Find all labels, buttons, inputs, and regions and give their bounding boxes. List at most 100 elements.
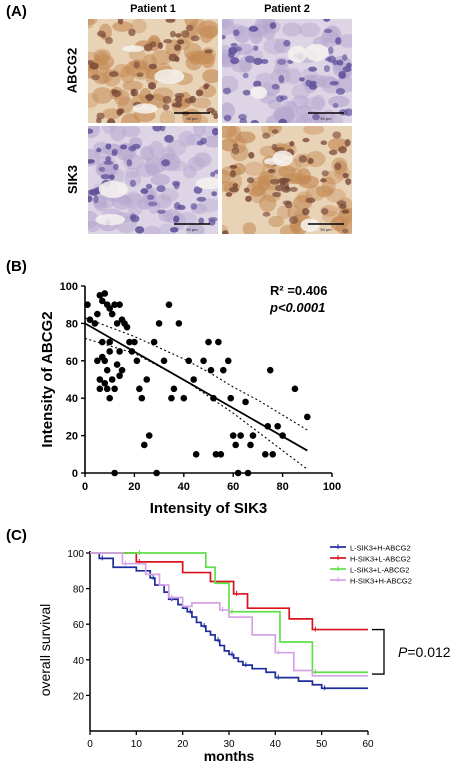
data-point bbox=[131, 338, 138, 346]
y-tick-label: 40 bbox=[73, 656, 85, 667]
data-point bbox=[180, 394, 188, 402]
micrograph-abcg2-patient-1: 50 μm bbox=[88, 19, 218, 123]
scatter-plot: 0 20 40 60 80 100 0 20 40 60 80 100 Intensity of SIK… bbox=[39, 281, 341, 517]
data-point bbox=[185, 357, 193, 365]
data-point bbox=[212, 451, 220, 458]
x-tick-label: 20 bbox=[128, 481, 140, 493]
r-squared-label: R² =0.406 bbox=[270, 283, 327, 298]
data-point bbox=[249, 432, 257, 439]
data-point bbox=[234, 469, 242, 477]
scale-bar-label: 50 μm bbox=[320, 116, 332, 121]
data-point bbox=[291, 385, 299, 393]
data-point bbox=[106, 394, 113, 402]
data-point bbox=[143, 376, 151, 383]
legend-label: L-SIK3+H-ABCG2 bbox=[350, 544, 411, 553]
data-point bbox=[86, 316, 94, 323]
scale-bar-label: 50 μm bbox=[186, 116, 198, 121]
data-point bbox=[111, 469, 118, 477]
data-point bbox=[103, 366, 111, 374]
x-axis-label: months bbox=[204, 748, 255, 761]
x-tick-label: 0 bbox=[87, 739, 93, 750]
x-tick-label: 40 bbox=[178, 481, 190, 493]
x-tick-label: 60 bbox=[227, 481, 239, 493]
x-tick-label: 10 bbox=[131, 739, 143, 750]
y-tick-label: 0 bbox=[72, 468, 78, 480]
data-point bbox=[138, 394, 146, 402]
data-point bbox=[94, 357, 101, 365]
data-point bbox=[98, 338, 106, 346]
significance-bracket bbox=[372, 628, 385, 675]
data-point bbox=[128, 348, 136, 355]
data-point bbox=[264, 422, 272, 430]
data-point bbox=[106, 348, 113, 355]
scale-bar-label: 50 μm bbox=[186, 227, 198, 232]
data-point bbox=[113, 320, 121, 327]
micrograph-sik3-patient-1: 50 μm bbox=[88, 126, 218, 234]
data-point bbox=[111, 385, 118, 393]
y-tick-label: 20 bbox=[66, 431, 78, 443]
data-point bbox=[210, 394, 217, 402]
data-point bbox=[205, 338, 212, 346]
confidence-band-lower bbox=[84, 337, 308, 470]
data-point bbox=[140, 441, 148, 449]
survival-curve bbox=[90, 552, 368, 631]
data-point bbox=[106, 305, 113, 312]
regression-line bbox=[84, 322, 308, 452]
data-point bbox=[150, 338, 158, 346]
x-tick-label: 60 bbox=[362, 739, 374, 750]
row-label-sik3: SIK3 bbox=[64, 164, 80, 194]
micrograph-sik3-patient-2: 50 μm bbox=[222, 126, 352, 234]
p-value-label: p<0.0001 bbox=[269, 300, 325, 315]
panel-a-letter: (A) bbox=[6, 3, 27, 20]
data-point bbox=[266, 366, 274, 374]
x-tick-label: 80 bbox=[276, 481, 288, 493]
data-point bbox=[94, 310, 101, 318]
data-point bbox=[133, 357, 141, 365]
micrograph-abcg2-patient-2: 50 μm bbox=[222, 19, 352, 123]
data-point bbox=[190, 376, 197, 383]
data-point bbox=[237, 432, 244, 439]
data-point bbox=[274, 422, 281, 430]
data-point bbox=[123, 323, 131, 331]
x-axis-label: Intensity of SIK3 bbox=[150, 500, 268, 517]
data-point bbox=[101, 357, 109, 365]
data-point bbox=[116, 372, 123, 380]
data-point bbox=[98, 297, 106, 305]
data-point bbox=[269, 451, 277, 458]
data-point bbox=[116, 301, 123, 308]
data-point bbox=[118, 366, 126, 374]
data-point bbox=[101, 290, 109, 297]
x-tick-label: 40 bbox=[270, 739, 282, 750]
data-point bbox=[96, 385, 104, 393]
y-tick-label: 80 bbox=[66, 318, 78, 330]
data-point bbox=[207, 366, 215, 374]
y-axis-label: Intensity of ABCG2 bbox=[39, 311, 56, 447]
scale-bar-label: 50 μm bbox=[320, 227, 332, 232]
survival-curve bbox=[90, 552, 368, 677]
data-point bbox=[103, 385, 111, 393]
survival-curve bbox=[90, 552, 368, 690]
data-point bbox=[242, 398, 249, 406]
data-point bbox=[279, 432, 286, 439]
x-tick-label: 30 bbox=[223, 739, 235, 750]
data-point bbox=[200, 357, 207, 365]
data-point bbox=[244, 469, 252, 477]
x-tick-label: 100 bbox=[323, 481, 341, 493]
survival-plot: 0 10 20 30 40 50 60 20 40 60 80 100 months overall su… bbox=[37, 544, 451, 761]
p-value-label: P=0.012 bbox=[398, 644, 451, 660]
data-point bbox=[229, 432, 237, 439]
data-point bbox=[108, 310, 116, 318]
data-point bbox=[220, 366, 227, 374]
data-point bbox=[96, 376, 104, 383]
legend-label: H-SIK3+H-ABCG2 bbox=[350, 577, 412, 586]
data-point bbox=[160, 357, 168, 365]
x-tick-label: 20 bbox=[177, 739, 189, 750]
y-tick-label: 60 bbox=[73, 620, 85, 631]
data-point bbox=[84, 301, 91, 308]
data-point bbox=[232, 441, 239, 449]
data-point bbox=[101, 379, 109, 387]
data-point bbox=[215, 338, 222, 346]
data-point bbox=[168, 394, 175, 402]
y-tick-label: 60 bbox=[66, 356, 78, 368]
data-point bbox=[304, 413, 311, 421]
